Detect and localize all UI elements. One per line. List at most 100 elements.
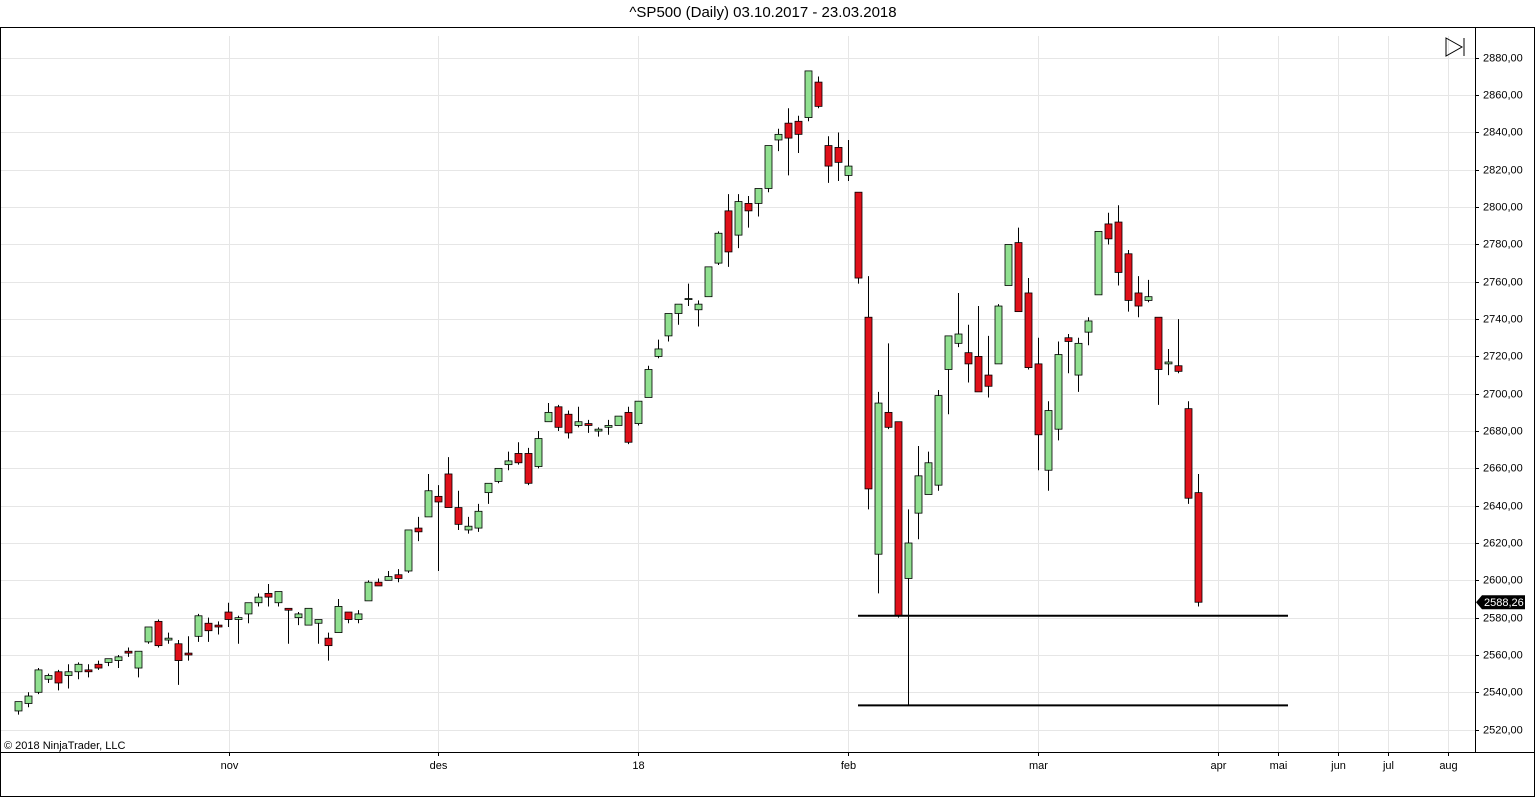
candle-body — [214, 624, 223, 628]
scroll-icon[interactable] — [1445, 37, 1465, 57]
candle-body — [244, 602, 253, 615]
candle-body — [674, 303, 683, 314]
candle-body — [294, 613, 303, 619]
candle-body — [924, 462, 933, 495]
candle-body — [504, 460, 513, 466]
candle-body — [464, 525, 473, 531]
candle-body — [54, 671, 63, 684]
y-tick-label: 2840,00 — [1483, 126, 1523, 138]
candle-body — [254, 596, 263, 604]
candle-body — [914, 475, 923, 514]
candle-body — [824, 145, 833, 167]
y-tick-label: 2800,00 — [1483, 201, 1523, 213]
x-tick-label: jul — [1382, 760, 1394, 772]
candle-body — [84, 669, 93, 673]
y-tick-label: 2660,00 — [1483, 462, 1523, 474]
candle-body — [684, 298, 693, 300]
candle-body — [804, 70, 813, 118]
candle-body — [634, 400, 643, 424]
candle-body — [904, 542, 913, 579]
y-tick-label: 2640,00 — [1483, 500, 1523, 512]
y-tick-label: 2740,00 — [1483, 313, 1523, 325]
candle-body — [94, 663, 103, 669]
candle-body — [1164, 361, 1173, 365]
candle-body — [724, 210, 733, 253]
candle-body — [974, 356, 983, 393]
y-tick-label: 2880,00 — [1483, 52, 1523, 64]
candle-body — [854, 191, 863, 279]
candle-body — [1054, 354, 1063, 430]
candle-body — [754, 188, 763, 204]
y-tick-label: 2540,00 — [1483, 686, 1523, 698]
candle-body — [354, 613, 363, 620]
candle-body — [1184, 408, 1193, 499]
candle-body — [324, 637, 333, 647]
candle-body — [944, 335, 953, 370]
candle-body — [664, 313, 673, 337]
candle-body — [714, 232, 723, 264]
y-tick-label: 2860,00 — [1483, 89, 1523, 101]
candle-body — [384, 576, 393, 581]
candle-body — [104, 658, 113, 663]
x-tick-label: des — [430, 760, 448, 772]
candle-body — [274, 591, 283, 604]
frame — [0, 27, 1535, 797]
y-tick-label: 2520,00 — [1483, 724, 1523, 736]
y-tick-label: 2560,00 — [1483, 649, 1523, 661]
last-price-marker — [1476, 595, 1525, 610]
candle-body — [24, 695, 33, 704]
candle-body — [934, 395, 943, 486]
candle-body — [1134, 292, 1143, 307]
candle-body — [14, 701, 23, 712]
candle-body — [794, 120, 803, 135]
candle-body — [574, 421, 583, 426]
candle-body — [1174, 365, 1183, 372]
candle-body — [1104, 223, 1113, 240]
y-tick-label: 2680,00 — [1483, 425, 1523, 437]
candle-body — [734, 201, 743, 236]
candle-body — [604, 425, 613, 428]
candle-body — [334, 606, 343, 633]
candle-body — [554, 406, 563, 428]
candle-body — [424, 490, 433, 518]
candle-body — [1114, 221, 1123, 273]
last-price-label: 2588,26 — [1484, 597, 1524, 609]
candle-body — [1064, 337, 1073, 342]
candle-body — [994, 305, 1003, 365]
candle-body — [454, 507, 463, 525]
y-tick-label: 2580,00 — [1483, 612, 1523, 624]
candle-body — [864, 316, 873, 490]
candle-body — [494, 467, 503, 482]
candle-body — [114, 656, 123, 661]
candle-body — [364, 581, 373, 602]
y-tick-label: 2620,00 — [1483, 537, 1523, 549]
candle-body — [64, 671, 73, 676]
candle-body — [624, 411, 633, 443]
candle-body — [1094, 230, 1103, 296]
candle-body — [894, 421, 903, 617]
candle-body — [524, 453, 533, 484]
candle-body — [814, 81, 823, 107]
candle-body — [484, 482, 493, 494]
candle-body — [514, 453, 523, 464]
x-tick-label: 18 — [632, 760, 644, 772]
y-tick-label: 2780,00 — [1483, 238, 1523, 250]
candle-body — [584, 423, 593, 426]
candle-body — [134, 650, 143, 669]
y-tick-label: 2820,00 — [1483, 164, 1523, 176]
candle-body — [1194, 492, 1203, 603]
candle-body — [764, 145, 773, 189]
candle-body — [194, 615, 203, 637]
candle-body — [204, 622, 213, 632]
candle-body — [224, 611, 233, 620]
x-tick-label: apr — [1211, 760, 1227, 772]
candle-body — [784, 122, 793, 139]
candle-body — [284, 607, 293, 611]
candle-body — [1004, 244, 1013, 286]
candle-body — [1074, 342, 1083, 376]
candle-body — [304, 607, 313, 626]
candle-body — [704, 266, 713, 298]
candle-body — [474, 510, 483, 529]
candle-body — [1044, 410, 1053, 471]
